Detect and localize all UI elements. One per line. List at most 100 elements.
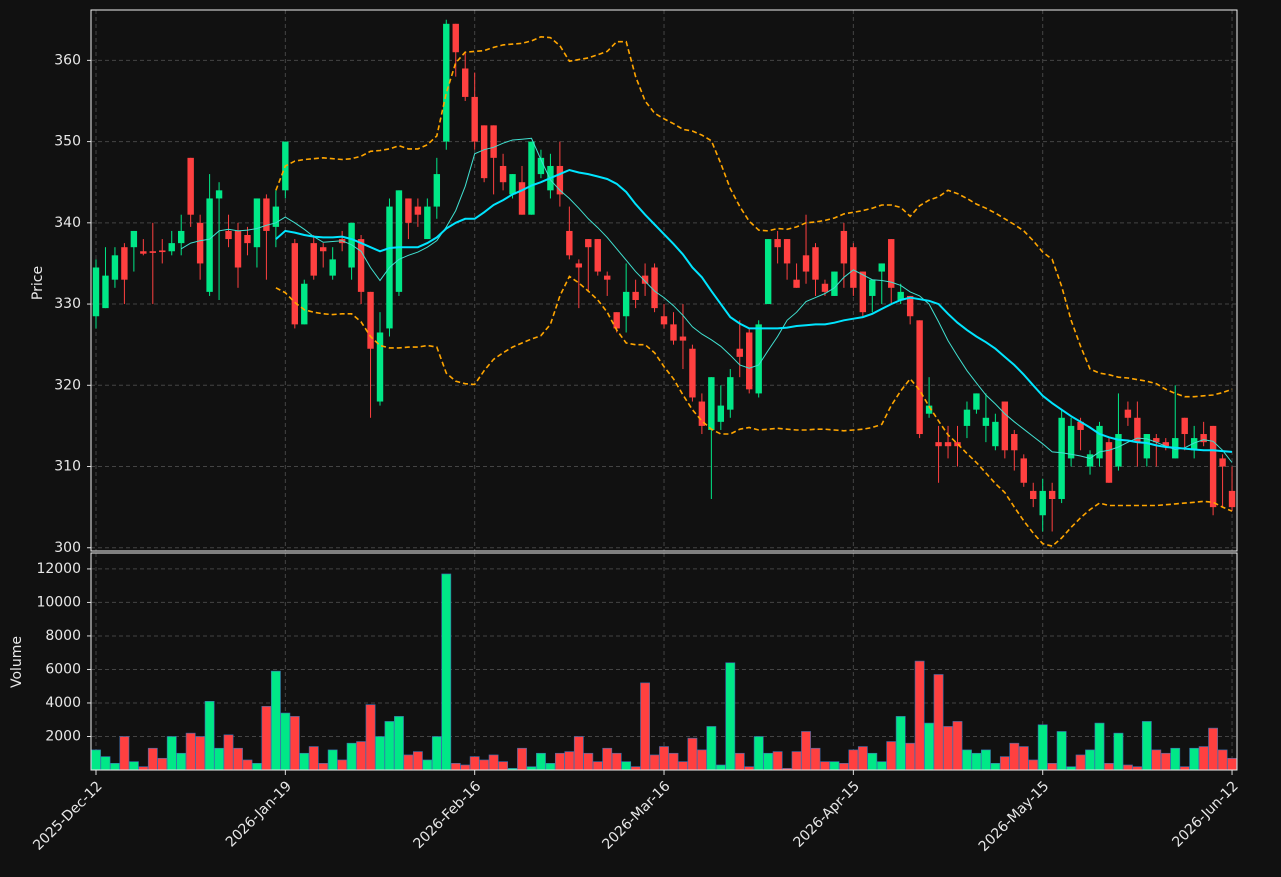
candle-body	[291, 243, 299, 325]
candle-body	[357, 239, 365, 292]
candle-body	[670, 324, 677, 341]
candle-body	[490, 125, 497, 158]
candle-body	[414, 206, 422, 215]
volume-bar	[138, 766, 149, 771]
candle-body	[1209, 425, 1217, 508]
candle-body	[1181, 417, 1188, 435]
candle-body	[897, 291, 904, 300]
candle-body	[869, 279, 876, 296]
volume-bar	[1151, 749, 1162, 771]
candle-body	[594, 239, 601, 272]
volume-bar	[1094, 722, 1105, 771]
candle-body	[1001, 401, 1009, 451]
candle-body	[367, 291, 374, 349]
candle-body	[935, 442, 942, 447]
candle-body	[802, 255, 810, 272]
candle-body	[831, 271, 838, 296]
volume-bar	[1085, 749, 1095, 771]
candle-body	[272, 206, 280, 227]
volume-bar	[517, 747, 527, 771]
volume-bar	[734, 752, 745, 771]
volume-bar	[318, 762, 329, 771]
volume-bar	[327, 749, 338, 771]
y-tick-label: 350	[54, 134, 81, 150]
volume-bar	[1132, 766, 1143, 771]
candle-body	[1011, 434, 1018, 451]
candle-body	[376, 332, 384, 402]
volume-bar	[1047, 762, 1058, 771]
candle-body	[1200, 434, 1207, 443]
volume-bar	[384, 721, 395, 771]
candle-body	[443, 23, 450, 142]
volume-bar	[725, 662, 736, 771]
volume-bar	[810, 747, 821, 771]
volume-bar	[479, 759, 490, 771]
indicator-line	[275, 35, 1233, 398]
volume-bar	[820, 761, 830, 771]
candle-body	[234, 230, 242, 268]
candle-body	[622, 291, 630, 317]
volume-bar	[1198, 746, 1209, 771]
candle-body	[717, 405, 725, 422]
candle-body	[1058, 417, 1065, 500]
volume-bar	[640, 682, 650, 771]
candle-body	[111, 255, 119, 280]
candle-body	[121, 247, 128, 280]
candle-body	[916, 320, 923, 435]
candle-body	[130, 230, 138, 248]
candle-body	[215, 190, 223, 199]
volume-bar	[157, 757, 168, 771]
y-tick-label: 300	[54, 540, 81, 556]
candle-body	[746, 332, 753, 390]
volume-bar	[498, 761, 508, 771]
volume-bar	[649, 754, 660, 771]
volume-bar	[801, 731, 811, 771]
volume-bar	[1141, 721, 1152, 771]
volume-bar	[980, 749, 991, 771]
candle-body	[812, 247, 819, 280]
volume-bar	[1066, 766, 1077, 771]
candle-body	[1162, 442, 1169, 447]
candle-body	[783, 239, 791, 264]
volume-bar	[270, 670, 281, 771]
candle-body	[1086, 454, 1094, 467]
volume-bar	[753, 736, 764, 771]
volume-bar	[848, 749, 859, 771]
volume-bar	[554, 752, 565, 771]
volume-bar	[621, 761, 632, 771]
candle-body	[1105, 442, 1113, 483]
volume-bar	[933, 674, 944, 771]
candle-body	[405, 198, 412, 223]
volume-bar	[630, 766, 641, 771]
volume-bar	[365, 704, 376, 771]
candle-body	[301, 283, 308, 325]
candle-body	[793, 279, 800, 288]
volume-bar	[678, 761, 688, 771]
candle-body	[518, 182, 526, 215]
volume-bar	[706, 726, 717, 771]
x-tick-label: 2026-Feb-16	[411, 778, 485, 852]
volume-bar	[166, 736, 177, 771]
volume-bar	[356, 741, 366, 771]
volume-bar	[214, 747, 224, 771]
candle-body	[632, 291, 639, 300]
volume-bar	[299, 752, 310, 771]
volume-bar	[924, 722, 934, 771]
volume-bar	[261, 706, 272, 771]
candle-body	[575, 263, 583, 268]
candle-body	[102, 275, 109, 309]
volume-bar	[696, 749, 707, 771]
candle-body	[1039, 490, 1046, 516]
volume-bar	[91, 749, 101, 771]
panel-background	[91, 10, 1237, 551]
volume-bar	[1160, 752, 1171, 771]
volume-bar	[1028, 759, 1039, 771]
volume-bar	[252, 762, 262, 771]
volume-bar	[715, 764, 726, 771]
candle-body	[253, 198, 261, 248]
candle-body	[1219, 458, 1226, 467]
candle-body	[982, 417, 990, 426]
volume-bar	[412, 751, 423, 771]
volume-bar	[223, 734, 234, 771]
candle-body	[755, 324, 762, 394]
